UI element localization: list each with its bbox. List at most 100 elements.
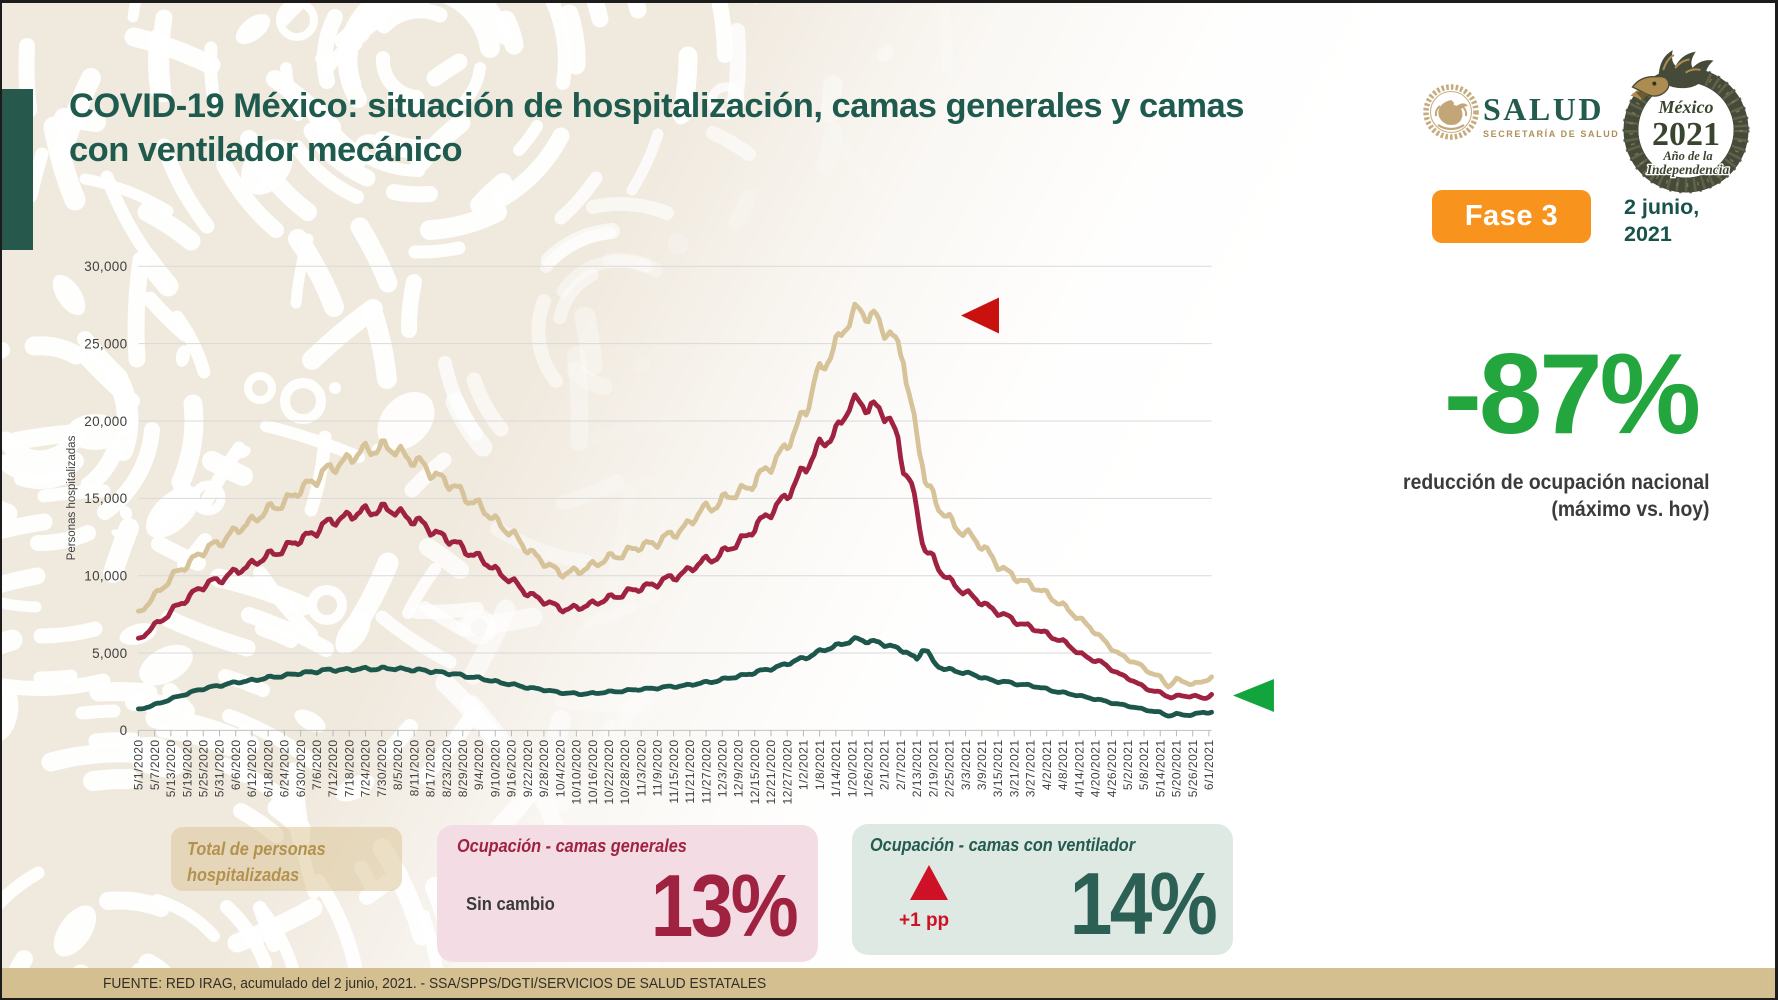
mexico-logo-sub1: Año de la: [1662, 149, 1712, 163]
x-tick-label: 9/16/2020: [505, 739, 519, 797]
x-tick-label: 11/15/2020: [667, 739, 681, 803]
x-tick-label: 12/27/2020: [780, 739, 794, 804]
x-tick-label: 5/7/2020: [148, 739, 162, 790]
x-tick-label: 12/15/2020: [748, 739, 762, 804]
x-tick-label: 7/30/2020: [375, 739, 389, 797]
x-tick-label: 6/24/2020: [278, 739, 292, 797]
x-tick-label: 11/27/2020: [699, 739, 713, 803]
x-tick-label: 9/4/2020: [472, 739, 486, 790]
card-total-title-line1: Total de personas: [187, 838, 326, 859]
increase-arrow-icon: [910, 865, 948, 900]
x-tick-label: 9/22/2020: [521, 739, 535, 797]
x-tick-label: 6/30/2020: [294, 739, 308, 797]
x-tick-label: 3/15/2021: [991, 739, 1005, 797]
today-marker: [1232, 678, 1274, 712]
x-tick-label: 11/3/2020: [634, 739, 648, 796]
card-ventilator-beds: Ocupación - camas con ventilador +1 pp 1…: [852, 824, 1233, 955]
x-tick-label: 6/18/2020: [261, 739, 275, 797]
y-tick-label: 15,000: [84, 491, 127, 506]
y-tick-label: 5,000: [92, 646, 127, 661]
x-tick-label: 3/9/2021: [975, 739, 989, 790]
card-ventilator-beds-title: Ocupación - camas con ventilador: [870, 834, 1136, 855]
x-tick-label: 5/1/2020: [132, 739, 146, 790]
x-tick-label: 9/10/2020: [488, 739, 502, 797]
x-tick-label: 4/2/2021: [1040, 739, 1054, 790]
reduction-caption-line1: reducción de ocupación nacional: [1402, 470, 1709, 494]
salud-seal-icon: [1423, 84, 1479, 140]
header-date-line2: 2021: [1624, 221, 1672, 246]
x-tick-label: 10/16/2020: [586, 739, 600, 804]
mexico-logo-sub2: Independencia: [1646, 162, 1730, 177]
x-tick-label: 8/29/2020: [456, 739, 470, 797]
card-general-beds-title: Ocupación - camas generales: [457, 835, 687, 856]
x-tick-label: 5/2/2021: [1121, 739, 1135, 790]
x-tick-label: 5/13/2020: [164, 739, 178, 797]
x-tick-label: 10/4/2020: [553, 739, 567, 797]
x-tick-label: 8/17/2020: [424, 739, 438, 797]
salud-subtitle: SECRETARÍA DE SALUD: [1483, 129, 1620, 139]
source-bar: FUENTE: RED IRAG, acumulado del 2 junio,…: [0, 968, 1778, 998]
mexico-2021-logo: México 2021 Año de la Independencia: [1622, 50, 1750, 194]
accent-bar: [2, 89, 33, 250]
series-line-2: [136, 635, 1214, 719]
x-tick-label: 7/18/2020: [343, 739, 357, 797]
x-tick-label: 8/11/2020: [407, 739, 421, 796]
y-tick-label: 10,000: [84, 569, 127, 584]
card-total-title-line2: hospitalizadas: [187, 864, 300, 885]
phase-badge-label: Fase 3: [1464, 200, 1559, 232]
x-tick-label: 5/19/2020: [180, 739, 194, 797]
hospitalization-chart: 0 5,000 10,000 15,000 20,000 25,000 30,000 5/1/…: [50, 250, 1310, 810]
mexico-logo-name: México: [1658, 97, 1714, 117]
x-tick-label: 7/12/2020: [326, 739, 340, 797]
mexico-logo-year: 2021: [1652, 116, 1720, 153]
x-tick-label: 8/23/2020: [440, 739, 454, 797]
x-tick-label: 1/14/2021: [829, 739, 843, 797]
card-general-beds-value: 13%: [650, 855, 799, 955]
header-date-line1: 2 junio,: [1624, 195, 1700, 219]
x-tick-label: 3/3/2021: [959, 739, 973, 790]
x-tick-label: 10/22/2020: [602, 739, 616, 804]
x-tick-label: 5/20/2021: [1170, 739, 1184, 797]
quetzalcoatl-ring-icon: [1622, 50, 1750, 194]
x-tick-label: 2/7/2021: [894, 739, 908, 790]
series-line-1: [136, 392, 1214, 701]
y-tick-label: 25,000: [84, 336, 127, 351]
x-tick-label: 8/5/2020: [391, 739, 405, 790]
title-line-2: con ventilador mecánico: [69, 131, 463, 169]
x-tick-label: 12/21/2020: [764, 739, 778, 804]
card-ventilator-beds-delta: +1 pp: [899, 910, 950, 931]
source-text: FUENTE: RED IRAG, acumulado del 2 junio,…: [103, 974, 767, 992]
x-tick-label: 5/14/2021: [1153, 739, 1167, 797]
x-tick-label: 10/28/2020: [618, 739, 632, 804]
y-tick-label: 0: [120, 723, 128, 738]
max-marker: [961, 297, 1000, 334]
x-tick-label: 12/3/2020: [716, 739, 730, 797]
x-tick-label: 2/1/2021: [878, 739, 892, 790]
x-tick-label: 7/6/2020: [310, 739, 324, 790]
header-date: 2 junio, 2021: [1624, 194, 1699, 247]
y-tick-label: 30,000: [84, 259, 127, 274]
x-tick-label: 3/21/2021: [1008, 739, 1022, 797]
x-tick-label: 5/26/2021: [1186, 739, 1200, 797]
chart-canvas: 0 5,000 10,000 15,000 20,000 25,000 30,000 5/1/…: [84, 259, 1274, 804]
card-general-beds: Ocupación - camas generales Sin cambio 1…: [437, 825, 818, 962]
x-tick-label: 2/25/2021: [943, 739, 957, 797]
reduction-percentage: -87%: [1443, 331, 1701, 458]
reduction-caption: reducción de ocupación nacional (máximo …: [1403, 469, 1709, 522]
salud-logo: SALUD SECRETARÍA DE SALUD: [1422, 80, 1618, 146]
phase-badge: Fase 3: [1432, 190, 1591, 243]
reduction-caption-line2: (máximo vs. hoy): [1550, 496, 1709, 521]
salud-wordmark: SALUD: [1483, 91, 1604, 127]
x-tick-label: 4/14/2021: [1072, 739, 1086, 797]
x-tick-label: 6/12/2020: [245, 739, 259, 797]
x-tick-label: 4/26/2021: [1105, 739, 1119, 797]
x-tick-label: 6/1/2021: [1202, 739, 1216, 790]
x-tick-label: 11/21/2020: [683, 739, 697, 803]
x-tick-label: 4/8/2021: [1056, 739, 1070, 790]
x-tick-label: 1/2/2021: [797, 739, 811, 790]
page-title: COVID-19 México: situación de hospitaliz…: [69, 84, 1409, 172]
x-tick-label: 3/27/2021: [1024, 739, 1038, 797]
x-tick-label: 1/20/2021: [845, 739, 859, 797]
